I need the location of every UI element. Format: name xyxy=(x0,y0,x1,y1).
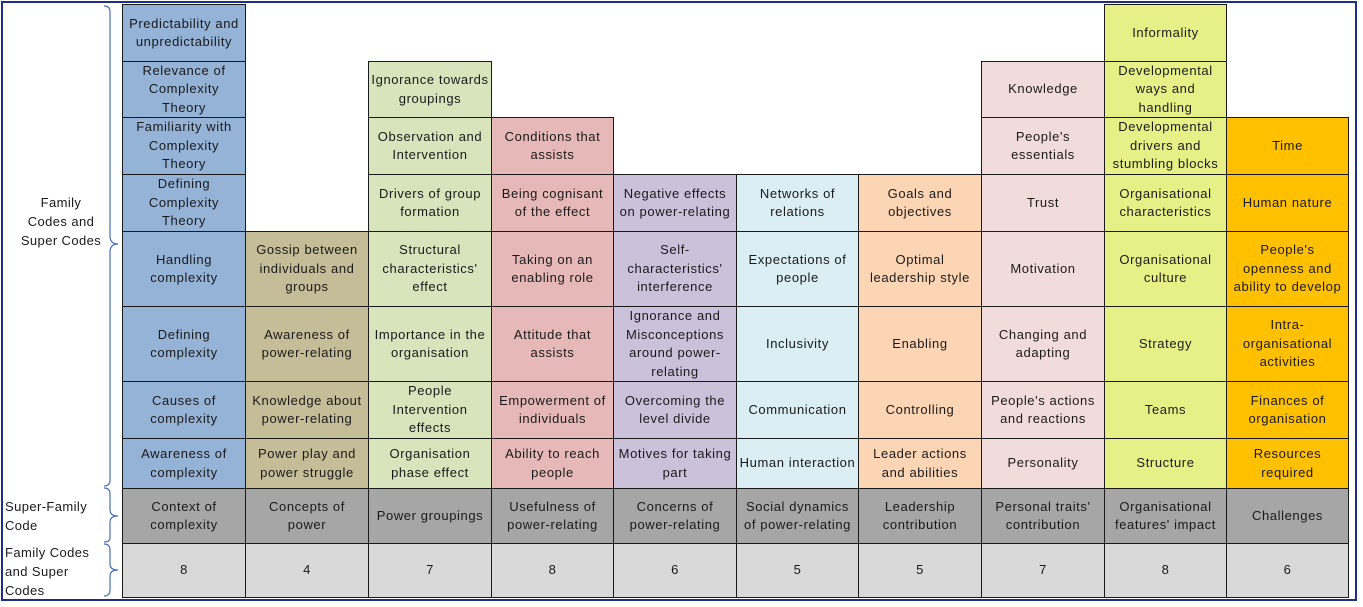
family-code-cell: Human interaction xyxy=(736,438,859,489)
super-family-cell: Power groupings xyxy=(368,488,492,544)
family-code-cell: Being cognisant of the effect xyxy=(491,174,614,232)
family-code-cell: Enabling xyxy=(858,306,982,382)
family-code-cell: Defining Complexity Theory xyxy=(122,174,246,232)
code-count-cell: 7 xyxy=(368,543,492,598)
super-family-cell: Personal traits' contribution xyxy=(981,488,1105,544)
super-family-code-label: Super-Family Code xyxy=(5,499,88,533)
family-code-cell: People's openness and ability to develop xyxy=(1226,231,1349,307)
family-code-cell: Networks of relations xyxy=(736,174,859,232)
family-code-cell: Informality xyxy=(1104,4,1227,62)
code-count-cell: 5 xyxy=(736,543,859,598)
family-code-cell: Motivation xyxy=(981,231,1105,307)
super-family-cell: Usefulness of power-relating xyxy=(491,488,614,544)
family-code-cell: Predictability and unpredictability xyxy=(122,4,246,62)
family-brace xyxy=(103,5,119,487)
family-code-cell: Changing and adapting xyxy=(981,306,1105,382)
super-family-cell: Challenges xyxy=(1226,488,1349,544)
super-family-cell: Concerns of power-relating xyxy=(613,488,737,544)
family-code-cell: Taking on an enabling role xyxy=(491,231,614,307)
family-code-cell: Overcoming the level divide xyxy=(613,381,737,439)
family-code-cell: Awareness of complexity xyxy=(122,438,246,489)
family-code-cell: Controlling xyxy=(858,381,982,439)
super-family-cell: Organisational features' impact xyxy=(1104,488,1227,544)
family-code-cell: Handling complexity xyxy=(122,231,246,307)
code-count-cell: 7 xyxy=(981,543,1105,598)
family-codes-label: Family Codes and Super Codes xyxy=(20,195,102,248)
family-code-cell: Trust xyxy=(981,174,1105,232)
family-code-cell: Motives for taking part xyxy=(613,438,737,489)
family-code-cell: Goals and objectives xyxy=(858,174,982,232)
family-code-cell: Defining complexity xyxy=(122,306,246,382)
family-code-cell: Self-characteristics' interference xyxy=(613,231,737,307)
family-code-cell: Time xyxy=(1226,117,1349,175)
family-code-cell: Empowerment of individuals xyxy=(491,381,614,439)
family-code-cell: Strategy xyxy=(1104,306,1227,382)
family-code-cell: Importance in the organisation xyxy=(368,306,492,382)
family-code-cell: Inclusivity xyxy=(736,306,859,382)
family-code-cell: Developmental drivers and stumbling bloc… xyxy=(1104,117,1227,175)
family-code-cell: Organisational characteristics xyxy=(1104,174,1227,232)
code-count-cell: 4 xyxy=(245,543,369,598)
family-code-cell: People Intervention effects xyxy=(368,381,492,439)
super-family-cell: Social dynamics of power-relating xyxy=(736,488,859,544)
family-code-cell: Finances of organisation xyxy=(1226,381,1349,439)
family-code-cell: Knowledge about power-relating xyxy=(245,381,369,439)
family-code-cell: Drivers of group formation xyxy=(368,174,492,232)
family-code-cell: Organisational culture xyxy=(1104,231,1227,307)
family-code-cell: Intra-organisational activities xyxy=(1226,306,1349,382)
family-code-cell: Organisation phase effect xyxy=(368,438,492,489)
code-count-cell: 6 xyxy=(613,543,737,598)
family-code-cell: Optimal leadership style xyxy=(858,231,982,307)
family-code-cell: Structural characteristics' effect xyxy=(368,231,492,307)
family-code-cell: People's essentials xyxy=(981,117,1105,175)
family-code-cell: Familiarity with Complexity Theory xyxy=(122,117,246,175)
code-count-cell: 8 xyxy=(491,543,614,598)
super-family-cell: Concepts of power xyxy=(245,488,369,544)
family-code-cell: Human nature xyxy=(1226,174,1349,232)
braces xyxy=(103,5,119,597)
family-code-cell: Causes of complexity xyxy=(122,381,246,439)
family-code-cell: Resources required xyxy=(1226,438,1349,489)
counts-brace xyxy=(103,543,119,597)
family-code-cell: People's actions and reactions xyxy=(981,381,1105,439)
family-code-cell: Observation and Intervention xyxy=(368,117,492,175)
family-code-cell: Power play and power struggle xyxy=(245,438,369,489)
family-code-cell: Teams xyxy=(1104,381,1227,439)
code-count-cell: 5 xyxy=(858,543,982,598)
family-code-cell: Gossip between individuals and groups xyxy=(245,231,369,307)
super-family-cell: Context of complexity xyxy=(122,488,246,544)
family-code-cell: Awareness of power-relating xyxy=(245,306,369,382)
family-code-cell: Knowledge xyxy=(981,61,1105,118)
family-code-cell: Relevance of Complexity Theory xyxy=(122,61,246,118)
family-code-cell: Attitude that assists xyxy=(491,306,614,382)
code-count-cell: 6 xyxy=(1226,543,1349,598)
family-code-cell: Personality xyxy=(981,438,1105,489)
family-code-cell: Communication xyxy=(736,381,859,439)
super-family-cell: Leadership contribution xyxy=(858,488,982,544)
family-code-cell: Conditions that assists xyxy=(491,117,614,175)
super-family-brace xyxy=(103,487,119,543)
counts-row-label: Family Codes and Super Codes xyxy=(5,545,90,598)
family-code-cell: Ignorance and Misconceptions around powe… xyxy=(613,306,737,382)
code-count-cell: 8 xyxy=(122,543,246,598)
code-count-cell: 8 xyxy=(1104,543,1227,598)
family-code-cell: Structure xyxy=(1104,438,1227,489)
family-code-cell: Developmental ways and handling xyxy=(1104,61,1227,118)
family-code-cell: Ability to reach people xyxy=(491,438,614,489)
family-code-cell: Negative effects on power-relating xyxy=(613,174,737,232)
family-code-cell: Leader actions and abilities xyxy=(858,438,982,489)
family-code-cell: Ignorance towards groupings xyxy=(368,61,492,118)
family-code-cell: Expectations of people xyxy=(736,231,859,307)
